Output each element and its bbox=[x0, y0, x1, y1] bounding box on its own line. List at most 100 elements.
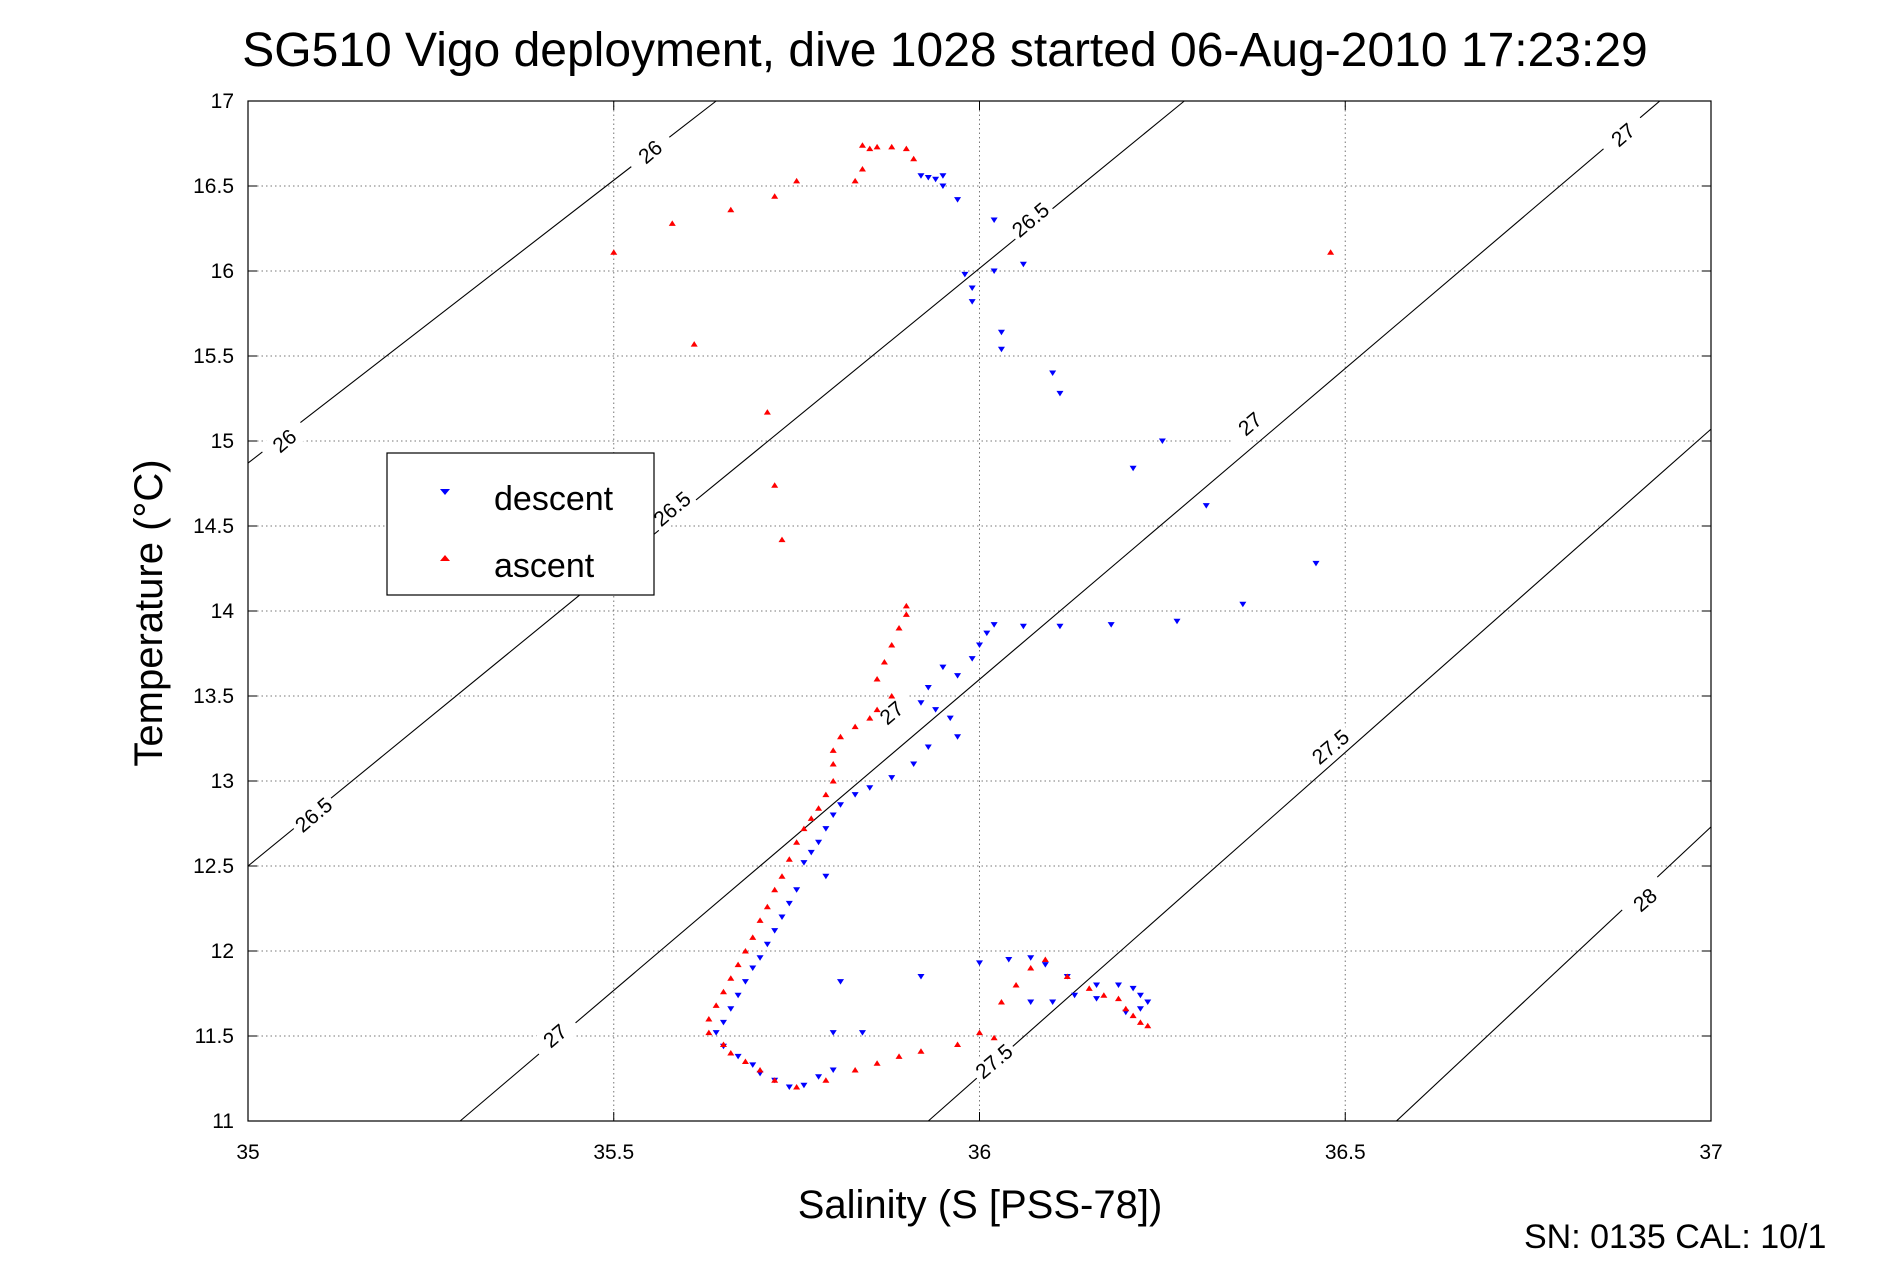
data-points bbox=[610, 142, 1335, 1090]
ascent-point bbox=[837, 733, 845, 740]
descent-point bbox=[1005, 957, 1013, 963]
serial-calibration-footer: SN: 0135 CAL: 10/1 bbox=[1524, 1218, 1826, 1256]
contour-label-bg bbox=[968, 1036, 1021, 1087]
ascent-point bbox=[895, 625, 903, 631]
ascent-point bbox=[668, 220, 676, 226]
ascent-point bbox=[1327, 249, 1335, 255]
ascent-point bbox=[866, 145, 874, 152]
ascent-point bbox=[990, 1034, 998, 1041]
ascent-point bbox=[822, 1077, 830, 1083]
ascent-point bbox=[1063, 973, 1071, 979]
ascent-point bbox=[719, 988, 727, 995]
ascent-point bbox=[763, 409, 771, 415]
descent-point bbox=[1041, 962, 1049, 968]
y-tick-label: 14 bbox=[211, 600, 235, 623]
contour-label-bg bbox=[624, 127, 677, 177]
descent-point bbox=[954, 197, 962, 203]
ascent-point bbox=[756, 1067, 764, 1073]
ascent-point bbox=[815, 805, 823, 811]
legend-ascent-label: ascent bbox=[494, 547, 595, 585]
descent-point bbox=[1027, 955, 1035, 961]
descent-point bbox=[822, 873, 830, 880]
chart-title: SG510 Vigo deployment, dive 1028 started… bbox=[242, 24, 1647, 77]
descent-point bbox=[771, 928, 779, 934]
descent-point bbox=[932, 176, 940, 183]
descent-point bbox=[800, 1082, 808, 1089]
y-tick-label: 16.5 bbox=[193, 175, 234, 198]
descent-point bbox=[924, 744, 932, 750]
descent-point bbox=[785, 1084, 793, 1090]
descent-point bbox=[983, 630, 991, 637]
contour-label-bg bbox=[258, 416, 311, 466]
contour-label-bg bbox=[865, 688, 918, 738]
descent-point bbox=[727, 1006, 735, 1012]
descent-point bbox=[976, 642, 983, 648]
ascent-point bbox=[771, 482, 779, 488]
descent-point bbox=[866, 785, 874, 791]
descent-point bbox=[1202, 503, 1210, 509]
ascent-point bbox=[917, 1048, 925, 1054]
descent-point bbox=[851, 792, 859, 798]
descent-point bbox=[1239, 601, 1247, 608]
descent-point bbox=[815, 1074, 823, 1080]
descent-point bbox=[917, 173, 925, 179]
descent-point bbox=[785, 900, 793, 907]
descent-point bbox=[968, 656, 976, 662]
ascent-point bbox=[727, 1050, 735, 1056]
ascent-point bbox=[1100, 992, 1108, 998]
y-axis-label: Temperature (°C) bbox=[127, 459, 171, 766]
ascent-point bbox=[1129, 1012, 1137, 1019]
descent-point bbox=[822, 826, 830, 832]
descent-point bbox=[734, 992, 742, 999]
ascent-point bbox=[749, 934, 757, 940]
descent-point bbox=[1129, 985, 1137, 992]
ascent-point bbox=[858, 166, 866, 172]
descent-point bbox=[976, 960, 983, 966]
descent-point bbox=[793, 887, 801, 893]
ascent-point bbox=[866, 715, 874, 721]
descent-point bbox=[858, 1030, 866, 1036]
descent-point bbox=[939, 183, 947, 189]
x-tick-label: 35.5 bbox=[593, 1141, 634, 1164]
ascent-point bbox=[976, 1029, 983, 1036]
y-tick-label: 12 bbox=[211, 940, 234, 963]
y-tick-label: 15.5 bbox=[193, 345, 234, 368]
descent-point bbox=[778, 914, 786, 920]
ascent-point bbox=[829, 747, 837, 753]
y-tick-label: 12.5 bbox=[193, 855, 234, 878]
descent-point bbox=[763, 941, 771, 948]
legend-box bbox=[386, 452, 655, 596]
descent-point bbox=[1071, 992, 1079, 999]
ascent-point bbox=[888, 693, 896, 699]
descent-point bbox=[954, 673, 962, 679]
ascent-point bbox=[793, 1084, 801, 1090]
contour-label-bg bbox=[287, 790, 340, 840]
descent-point bbox=[932, 707, 940, 713]
ascent-point bbox=[727, 206, 735, 213]
x-tick-label: 35 bbox=[236, 1141, 259, 1164]
y-tick-label: 13 bbox=[211, 770, 234, 793]
ascent-point bbox=[610, 249, 618, 255]
x-axis-ticks: 35 35.5 36 36.5 37 bbox=[236, 101, 1723, 1164]
y-tick-label: 14.5 bbox=[193, 515, 234, 538]
descent-point bbox=[968, 285, 976, 291]
ascent-point bbox=[880, 659, 888, 665]
descent-point bbox=[749, 965, 757, 971]
y-tick-label: 16 bbox=[211, 260, 234, 283]
ascent-point bbox=[719, 1041, 727, 1047]
ascent-point bbox=[895, 1053, 903, 1059]
descent-point bbox=[1056, 623, 1064, 630]
ascent-point bbox=[873, 676, 881, 682]
descent-point bbox=[1312, 560, 1320, 567]
descent-point bbox=[1114, 982, 1122, 988]
ascent-point bbox=[873, 706, 881, 713]
descent-point bbox=[939, 173, 947, 179]
descent-point bbox=[1107, 622, 1115, 628]
ascent-point bbox=[705, 1029, 713, 1036]
ascent-point bbox=[727, 975, 735, 981]
descent-point bbox=[749, 1062, 757, 1068]
ascent-point bbox=[902, 145, 910, 152]
contour-label-bg bbox=[1597, 110, 1650, 160]
ascent-point bbox=[778, 536, 786, 543]
y-tick-label: 11.5 bbox=[195, 1025, 234, 1048]
